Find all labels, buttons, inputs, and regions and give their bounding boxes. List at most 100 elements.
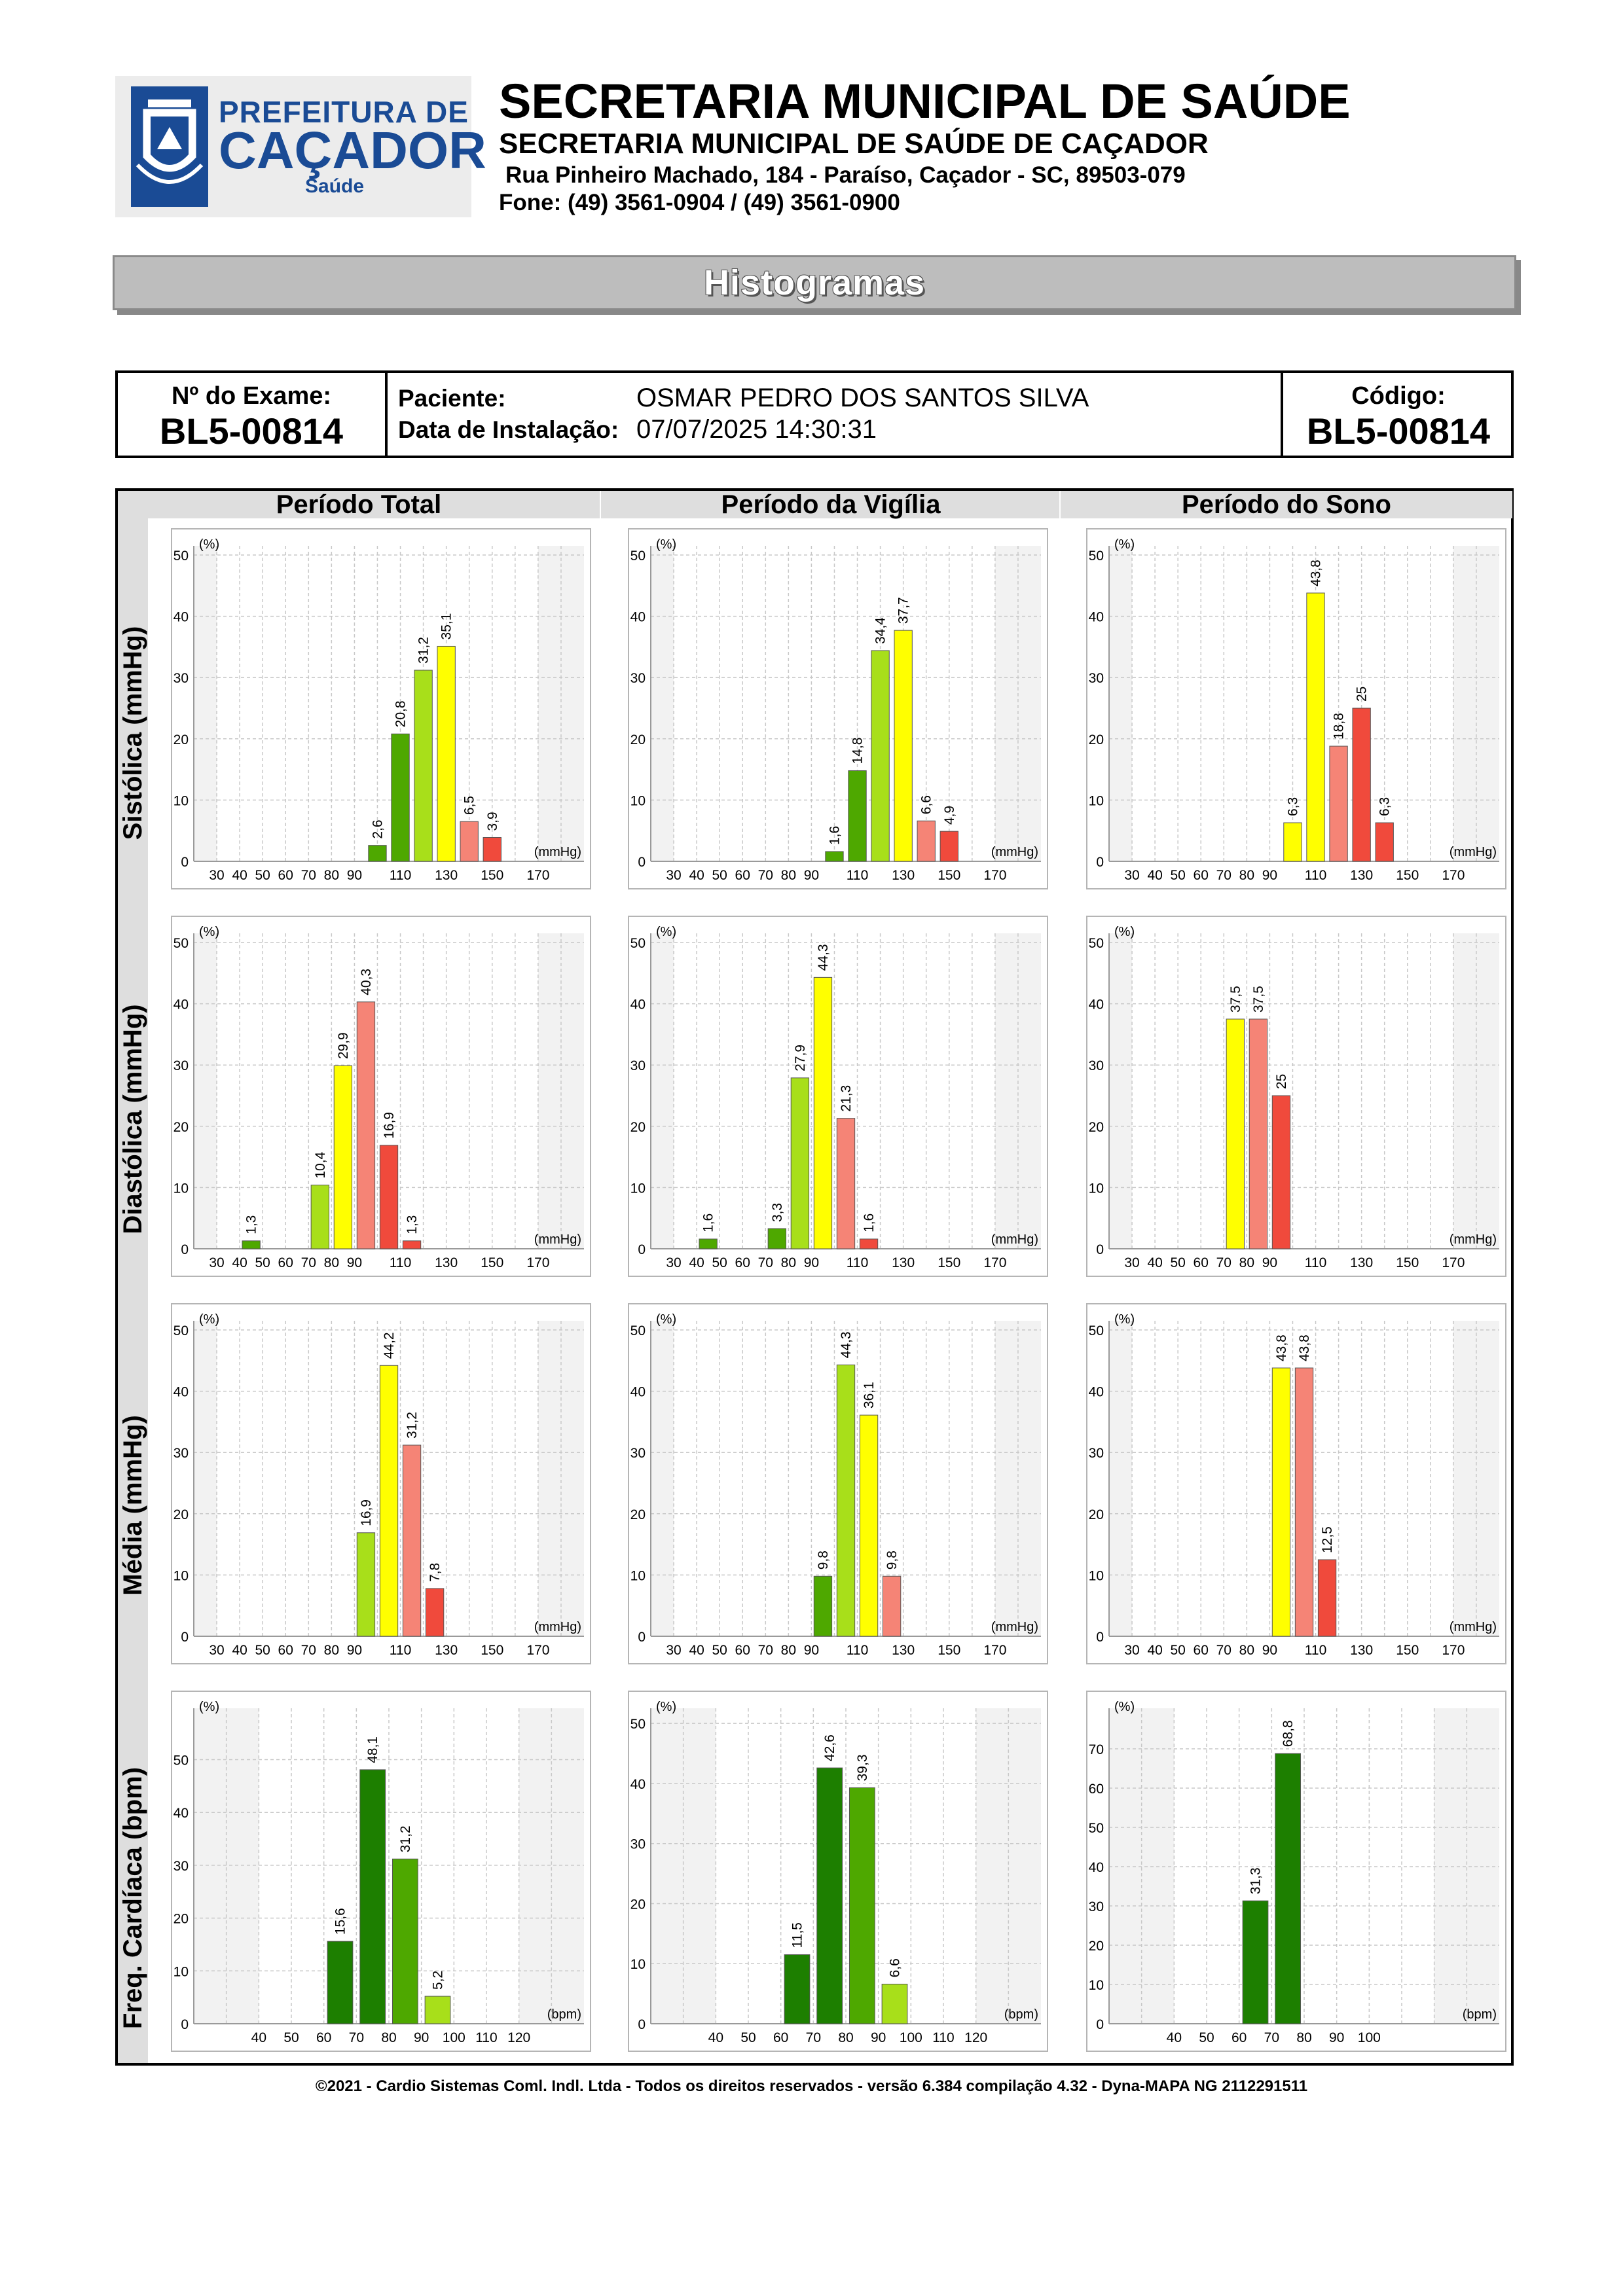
logo-line2: CAÇADOR <box>219 121 486 179</box>
x-tick-label: 30 <box>666 1255 681 1270</box>
bar-value-label: 11,5 <box>790 1922 805 1948</box>
y-tick-label: 20 <box>173 1120 189 1135</box>
x-tick-label: 130 <box>435 1255 458 1270</box>
y-unit-label: (%) <box>199 537 219 552</box>
shaded-band-right <box>994 1321 1041 1636</box>
x-tick-label: 60 <box>316 2030 331 2045</box>
x-tick-label: 80 <box>838 2030 853 2045</box>
histogram-bar <box>859 1238 879 1249</box>
bar-value-label: 9,8 <box>816 1551 831 1570</box>
y-tick-label: 50 <box>173 1753 189 1768</box>
histogram-bar <box>368 845 387 862</box>
x-tick-label: 150 <box>481 1643 503 1658</box>
histogram-bar <box>699 1238 718 1249</box>
x-tick-label: 50 <box>712 1643 727 1658</box>
histogram-bar <box>784 1954 811 2024</box>
y-tick-label: 10 <box>173 1181 189 1196</box>
logo-line1: PREFEITURA DE <box>219 95 469 129</box>
bar-value-label: 16,9 <box>359 1499 374 1526</box>
bar-value-label: 12,5 <box>1320 1526 1335 1553</box>
y-tick-label: 50 <box>1089 1821 1104 1836</box>
x-tick-label: 120 <box>964 2030 987 2045</box>
y-unit-label: (%) <box>199 925 219 939</box>
x-tick-label: 30 <box>209 1643 224 1658</box>
histogram-bar <box>391 733 410 862</box>
exam-number-value: BL5-00814 <box>159 410 344 452</box>
histogram-bar <box>882 1575 902 1637</box>
x-tick-label: 70 <box>1216 868 1231 883</box>
histogram-bar <box>881 1983 908 2024</box>
bar-value-label: 10,4 <box>313 1151 328 1178</box>
histogram-bar <box>356 1001 376 1249</box>
histogram-bar <box>1249 1018 1268 1249</box>
histogram-grid <box>115 488 1514 2066</box>
address: Rua Pinheiro Machado, 184 - Paraíso, Caç… <box>505 162 1186 188</box>
histogram-bar <box>310 1185 329 1249</box>
x-tick-label: 70 <box>758 1255 773 1270</box>
x-tick-label: 170 <box>983 1643 1006 1658</box>
x-tick-label: 40 <box>232 1643 247 1658</box>
y-tick-label: 40 <box>630 997 646 1013</box>
bar-value-label: 2,6 <box>370 819 385 838</box>
chart-panel <box>1086 916 1506 1277</box>
shaded-band-left <box>1109 1321 1133 1636</box>
x-tick-label: 80 <box>324 868 339 883</box>
bar-value-label: 68,8 <box>1281 1720 1296 1747</box>
x-tick-label: 70 <box>1216 1255 1231 1270</box>
bar-value-label: 16,9 <box>382 1112 397 1139</box>
x-tick-label: 130 <box>1350 1255 1373 1270</box>
x-tick-label: 130 <box>435 868 458 883</box>
y-tick-label: 0 <box>181 1630 189 1645</box>
shaded-band-right <box>994 933 1041 1249</box>
x-tick-label: 150 <box>481 1255 503 1270</box>
x-tick-label: 30 <box>1124 868 1139 883</box>
x-tick-label: 30 <box>666 868 681 883</box>
coat-of-arms-icon <box>131 86 208 207</box>
y-tick-label: 50 <box>173 1323 189 1338</box>
y-tick-label: 40 <box>630 1385 646 1400</box>
column-header-vigilia: Período da Vigília <box>600 491 1061 518</box>
bar-value-label: 29,9 <box>336 1032 351 1059</box>
x-tick-label: 150 <box>938 868 960 883</box>
bar-value-label: 25 <box>1274 1074 1289 1089</box>
shaded-band-right <box>1453 1321 1499 1636</box>
y-unit-label: (%) <box>1114 1700 1135 1714</box>
y-tick-label: 30 <box>173 1859 189 1874</box>
histogram-bar <box>1242 1900 1269 2024</box>
patient-name: OSMAR PEDRO DOS SANTOS SILVA <box>636 384 1089 412</box>
histogram-bar <box>402 1444 422 1637</box>
y-tick-label: 30 <box>1089 1899 1104 1914</box>
shaded-band-left <box>1109 933 1133 1249</box>
y-tick-label: 10 <box>173 793 189 808</box>
column-header-sono: Período do Sono <box>1059 491 1512 518</box>
x-tick-label: 170 <box>526 868 549 883</box>
x-tick-label: 30 <box>209 868 224 883</box>
x-tick-label: 40 <box>689 1643 704 1658</box>
shaded-band-left <box>194 933 217 1249</box>
x-tick-label: 130 <box>892 1255 915 1270</box>
y-unit-label: (%) <box>199 1312 219 1327</box>
histogram-bar <box>1294 1367 1314 1637</box>
histogram-bar <box>424 1996 451 2024</box>
y-tick-label: 0 <box>181 855 189 870</box>
y-tick-label: 0 <box>1096 1630 1104 1645</box>
y-tick-label: 40 <box>1089 1860 1104 1875</box>
histogram-bar <box>859 1414 879 1637</box>
y-tick-label: 0 <box>181 2017 189 2032</box>
y-tick-label: 20 <box>630 732 646 747</box>
y-tick-label: 70 <box>1089 1742 1104 1757</box>
bar-value-label: 37,5 <box>1228 986 1243 1013</box>
y-tick-label: 20 <box>630 1120 646 1135</box>
shaded-band-right <box>1434 1708 1499 2024</box>
x-unit-label: (mmHg) <box>534 1620 581 1634</box>
histogram-bar <box>1271 1367 1291 1637</box>
y-tick-label: 30 <box>1089 671 1104 686</box>
y-unit-label: (%) <box>199 1700 219 1714</box>
y-tick-label: 20 <box>173 1507 189 1522</box>
x-tick-label: 100 <box>443 2030 465 2045</box>
y-tick-label: 20 <box>630 1507 646 1522</box>
histogram-bar <box>1275 1753 1302 2024</box>
x-tick-label: 80 <box>781 1255 796 1270</box>
x-tick-label: 110 <box>390 1255 411 1270</box>
